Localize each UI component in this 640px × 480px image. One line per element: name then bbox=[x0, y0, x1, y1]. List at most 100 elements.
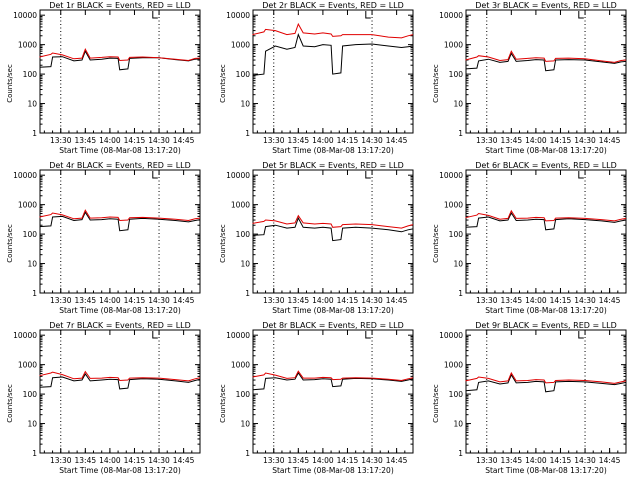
bracket-marker bbox=[365, 11, 371, 19]
y-tick-label: 10 bbox=[27, 260, 37, 269]
x-tick-label: 13:45 bbox=[288, 296, 310, 305]
bracket-marker bbox=[152, 331, 158, 339]
x-tick-label: 14:00 bbox=[525, 296, 547, 305]
x-tick-label: 14:00 bbox=[99, 456, 121, 465]
bracket-marker bbox=[365, 171, 371, 179]
y-tick-label: 1 bbox=[32, 129, 37, 138]
detector-panel-2: Det 2r BLACK = Events, RED = LLD 1 10 100 10… bbox=[219, 1, 414, 155]
panel-title: Det 8r BLACK = Events, RED = LLD bbox=[262, 321, 404, 330]
y-tick-label: 10 bbox=[27, 100, 37, 109]
x-tick-label: 13:45 bbox=[75, 136, 97, 145]
x-tick-label: 14:30 bbox=[148, 456, 170, 465]
detector-panel-5: Det 5r BLACK = Events, RED = LLD 1 10 100 10… bbox=[219, 161, 414, 315]
x-tick-label: 13:30 bbox=[263, 456, 285, 465]
x-tick-label: 14:30 bbox=[361, 136, 383, 145]
x-tick-label: 14:00 bbox=[312, 296, 334, 305]
x-tick-label: 14:15 bbox=[124, 136, 146, 145]
y-tick-label: 1 bbox=[458, 289, 463, 298]
series-line-events bbox=[252, 33, 414, 76]
x-tick-label: 14:15 bbox=[124, 456, 146, 465]
x-tick-label: 13:30 bbox=[263, 136, 285, 145]
y-axis-label: Counts/sec bbox=[6, 224, 14, 263]
panel-title: Det 2r BLACK = Events, RED = LLD bbox=[262, 1, 404, 10]
panel-title: Det 7r BLACK = Events, RED = LLD bbox=[49, 321, 191, 330]
detector-panel-1: Det 1r BLACK = Events, RED = LLD 1 10 100 10… bbox=[6, 1, 201, 155]
y-tick-label: 1000 bbox=[18, 361, 37, 370]
y-tick-label: 100 bbox=[449, 70, 464, 79]
y-tick-label: 100 bbox=[23, 390, 38, 399]
series-line-lld bbox=[39, 209, 201, 222]
x-axis-label: Start Time (08-Mar-08 13:17:20) bbox=[272, 306, 394, 315]
detector-panel-4: Det 4r BLACK = Events, RED = LLD 1 10 100 10… bbox=[6, 161, 201, 315]
y-tick-label: 10000 bbox=[439, 331, 463, 340]
y-tick-label: 100 bbox=[449, 390, 464, 399]
x-tick-label: 13:45 bbox=[501, 456, 523, 465]
bracket-marker bbox=[152, 11, 158, 19]
x-tick-label: 13:45 bbox=[501, 136, 523, 145]
series-line-lld bbox=[465, 50, 627, 63]
x-tick-label: 14:30 bbox=[361, 456, 383, 465]
x-tick-label: 13:45 bbox=[288, 456, 310, 465]
x-tick-label: 14:30 bbox=[148, 296, 170, 305]
x-tick-label: 14:15 bbox=[124, 296, 146, 305]
y-tick-label: 1000 bbox=[231, 201, 250, 210]
y-tick-label: 1 bbox=[245, 449, 250, 458]
y-tick-label: 10 bbox=[240, 420, 250, 429]
panel-title: Det 1r BLACK = Events, RED = LLD bbox=[49, 1, 191, 10]
plot-frame bbox=[465, 169, 627, 294]
y-tick-label: 10 bbox=[240, 260, 250, 269]
y-axis-label: Counts/sec bbox=[219, 224, 227, 263]
series-line-events bbox=[39, 373, 201, 390]
x-tick-label: 13:45 bbox=[288, 136, 310, 145]
y-tick-label: 1000 bbox=[231, 41, 250, 50]
detector-panel-8: Det 8r BLACK = Events, RED = LLD 1 10 100 10… bbox=[219, 321, 414, 475]
x-tick-label: 13:45 bbox=[75, 296, 97, 305]
x-tick-label: 14:45 bbox=[386, 136, 408, 145]
x-tick-label: 14:45 bbox=[173, 136, 195, 145]
plot-frame bbox=[252, 169, 414, 294]
y-tick-label: 10 bbox=[453, 260, 463, 269]
y-tick-label: 1000 bbox=[444, 201, 463, 210]
y-tick-label: 10000 bbox=[439, 11, 463, 20]
y-tick-label: 100 bbox=[236, 390, 251, 399]
y-tick-label: 10 bbox=[27, 420, 37, 429]
detector-panel-6: Det 6r BLACK = Events, RED = LLD 1 10 100 10… bbox=[432, 161, 627, 315]
detector-panel-3: Det 3r BLACK = Events, RED = LLD 1 10 100 10… bbox=[432, 1, 627, 155]
panel-title: Det 9r BLACK = Events, RED = LLD bbox=[475, 321, 617, 330]
x-tick-label: 14:00 bbox=[99, 136, 121, 145]
plot-frame bbox=[39, 9, 201, 134]
y-tick-label: 1 bbox=[32, 449, 37, 458]
y-tick-label: 10000 bbox=[226, 11, 250, 20]
x-tick-label: 14:45 bbox=[173, 296, 195, 305]
x-tick-label: 13:30 bbox=[50, 456, 72, 465]
series-line-lld bbox=[252, 370, 414, 382]
y-axis-label: Counts/sec bbox=[6, 64, 14, 103]
x-axis-label: Start Time (08-Mar-08 13:17:20) bbox=[59, 146, 181, 155]
series-line-events bbox=[465, 373, 627, 393]
bracket-marker bbox=[578, 331, 584, 339]
x-tick-label: 14:45 bbox=[386, 296, 408, 305]
x-tick-label: 14:00 bbox=[525, 136, 547, 145]
plot-frame bbox=[39, 329, 201, 454]
x-tick-label: 13:30 bbox=[50, 296, 72, 305]
x-tick-label: 13:30 bbox=[476, 136, 498, 145]
x-tick-label: 13:45 bbox=[501, 296, 523, 305]
y-tick-label: 100 bbox=[23, 230, 38, 239]
panel-title: Det 4r BLACK = Events, RED = LLD bbox=[49, 161, 191, 170]
detector-panel-7: Det 7r BLACK = Events, RED = LLD 1 10 100 10… bbox=[6, 321, 201, 475]
x-tick-label: 13:30 bbox=[50, 136, 72, 145]
x-axis-label: Start Time (08-Mar-08 13:17:20) bbox=[272, 466, 394, 475]
series-line-lld bbox=[465, 209, 627, 222]
y-tick-label: 100 bbox=[236, 230, 251, 239]
y-tick-label: 1 bbox=[245, 129, 250, 138]
x-tick-label: 14:30 bbox=[148, 136, 170, 145]
x-tick-label: 14:00 bbox=[99, 296, 121, 305]
x-axis-label: Start Time (08-Mar-08 13:17:20) bbox=[59, 306, 181, 315]
y-tick-label: 1 bbox=[458, 449, 463, 458]
x-tick-label: 14:30 bbox=[361, 296, 383, 305]
x-tick-label: 14:15 bbox=[550, 136, 572, 145]
y-tick-label: 1000 bbox=[444, 41, 463, 50]
y-tick-label: 100 bbox=[23, 70, 38, 79]
x-tick-label: 14:45 bbox=[173, 456, 195, 465]
